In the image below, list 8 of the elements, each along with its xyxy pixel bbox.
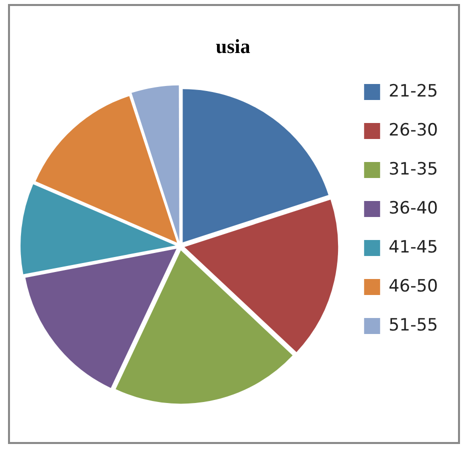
legend-label: 41-45 xyxy=(388,237,438,258)
legend-label: 31-35 xyxy=(388,159,438,180)
legend-label: 36-40 xyxy=(388,198,438,218)
chart-title: usia xyxy=(216,36,250,58)
legend-label: 26-30 xyxy=(388,120,438,140)
legend-label: 46-50 xyxy=(388,276,438,296)
legend-label: 21-25 xyxy=(388,81,438,102)
legend-label: 51-55 xyxy=(388,315,438,336)
